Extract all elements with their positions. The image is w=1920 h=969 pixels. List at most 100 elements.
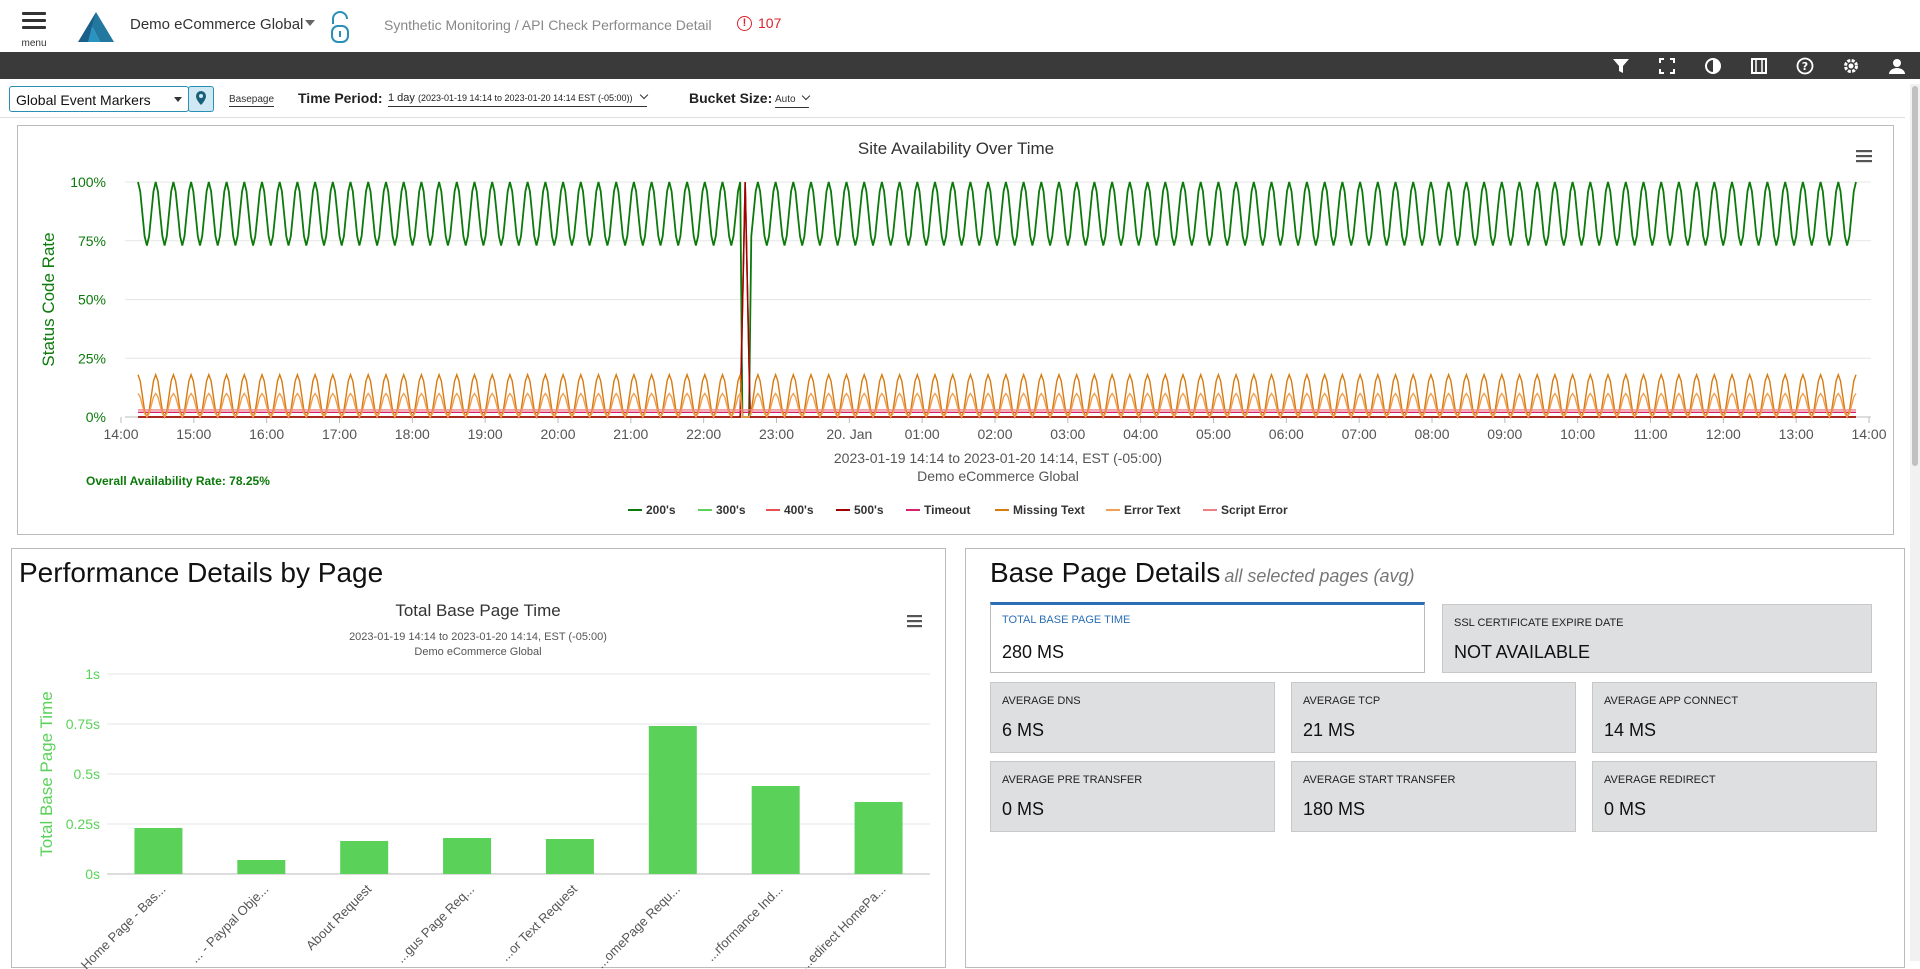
card-value: 180 MS xyxy=(1303,799,1366,819)
card-average-start-transfer[interactable]: Average Start Transfer 180 MS xyxy=(1291,761,1576,832)
contrast-icon[interactable] xyxy=(1704,57,1722,75)
chevron-down-icon xyxy=(174,97,182,102)
card-average-tcp[interactable]: Average TCP 21 MS xyxy=(1291,682,1576,753)
alert-badge[interactable]: ! 107 xyxy=(737,15,781,31)
menu-button[interactable]: menu xyxy=(14,8,54,49)
time-period-select[interactable]: 1 day (2023-01-19 14:14 to 2023-01-20 14… xyxy=(388,90,648,107)
card-value: 6 MS xyxy=(1002,720,1045,740)
card-total-base-page-time[interactable]: Total Base Page Time 280 MS xyxy=(990,602,1425,673)
x-tick-label: 04:00 xyxy=(1123,426,1158,442)
user-icon[interactable] xyxy=(1888,57,1906,75)
x-tick-label: 06:00 xyxy=(1269,426,1304,442)
card-ssl-expire-date[interactable]: SSL Certificate Expire Date NOT AVAILABL… xyxy=(1442,604,1872,673)
filter-icon[interactable] xyxy=(1612,57,1630,75)
y-tick-label: 0.25s xyxy=(66,816,100,832)
bar xyxy=(134,828,183,874)
card-label: SSL Certificate Expire Date xyxy=(1454,617,1624,629)
series-line xyxy=(137,181,1857,418)
chart-subtitle-site: Demo eCommerce Global xyxy=(414,646,541,658)
x-tick-label: 08:00 xyxy=(1414,426,1449,442)
x-tick-label: ...rformance Ind... xyxy=(703,882,786,965)
film-icon[interactable] xyxy=(1750,57,1768,75)
bucket-size-label: Bucket Size: xyxy=(689,90,773,106)
card-label: Average App Connect xyxy=(1604,695,1739,707)
x-tick-label: 20. Jan xyxy=(826,426,872,442)
y-tick-label: 25% xyxy=(78,350,106,366)
y-axis-label: Status Code Rate xyxy=(39,232,58,366)
chart-subtitle-site: Demo eCommerce Global xyxy=(917,468,1079,484)
scrollbar-thumb[interactable] xyxy=(1912,86,1918,466)
x-tick-label: 23:00 xyxy=(759,426,794,442)
card-average-dns[interactable]: Average DNS 6 MS xyxy=(990,682,1275,753)
x-tick-label: 14:00 xyxy=(1851,426,1886,442)
x-tick-label: 19:00 xyxy=(468,426,503,442)
page-scrollbar[interactable] xyxy=(1910,84,1920,961)
divider xyxy=(0,117,1905,118)
event-markers-select[interactable]: Global Event Markers xyxy=(9,86,189,112)
x-tick-label: 05:00 xyxy=(1196,426,1231,442)
y-tick-label: 0.75s xyxy=(66,716,100,732)
card-value: 21 MS xyxy=(1303,720,1356,740)
chart-title: Total Base Page Time xyxy=(395,601,560,620)
hamburger-icon xyxy=(907,625,922,628)
chart-subtitle: 2023-01-19 14:14 to 2023-01-20 14:14, ES… xyxy=(349,631,607,643)
x-tick-label: 20:00 xyxy=(540,426,575,442)
x-tick-label: 14:00 xyxy=(103,426,138,442)
x-tick-label: 07:00 xyxy=(1342,426,1377,442)
x-tick-label: 01:00 xyxy=(905,426,940,442)
availability-chart: Site Availability Over Time 0% 25% 50% 75% 10… xyxy=(39,139,1887,517)
card-average-pre-transfer[interactable]: Average Pre Transfer 0 MS xyxy=(990,761,1275,832)
legend-item: Error Text xyxy=(1124,503,1180,517)
bar xyxy=(854,802,903,874)
x-tick-label: 15:00 xyxy=(176,426,211,442)
bucket-size-select[interactable]: Auto xyxy=(775,91,811,108)
card-average-app-connect[interactable]: Average App Connect 14 MS xyxy=(1592,682,1877,753)
chevron-down-icon xyxy=(802,91,811,101)
event-markers-value: Global Event Markers xyxy=(16,92,151,108)
top-header: menu Demo eCommerce Global Synthetic Mon… xyxy=(0,0,1920,52)
series-line xyxy=(137,391,1857,419)
y-tick-label: 0s xyxy=(85,866,100,882)
legend-item: Script Error xyxy=(1221,503,1288,517)
legend-item: 300's xyxy=(716,503,746,517)
x-tick-label: ... - Paypal Obje... xyxy=(187,882,271,966)
bar xyxy=(237,860,286,874)
help-icon[interactable]: ? xyxy=(1796,57,1814,75)
hamburger-icon xyxy=(1856,160,1872,163)
site-name[interactable]: Demo eCommerce Global xyxy=(130,16,304,33)
x-tick-label: 21:00 xyxy=(613,426,648,442)
settings-icon[interactable] xyxy=(1842,57,1860,75)
base-details-subtitle: all selected pages (avg) xyxy=(1224,566,1415,586)
card-average-redirect[interactable]: Average Redirect 0 MS xyxy=(1592,761,1877,832)
unlock-icon[interactable] xyxy=(328,10,354,44)
performance-panel: Performance Details by Page Total Base P… xyxy=(11,548,946,969)
bar xyxy=(751,786,800,874)
card-label: Average Start Transfer xyxy=(1303,774,1456,786)
bar xyxy=(340,841,389,874)
basepage-select[interactable]: Basepage xyxy=(229,94,275,107)
y-tick-label: 0% xyxy=(86,409,106,425)
breadcrumb[interactable]: Synthetic Monitoring / API Check Perform… xyxy=(384,17,712,33)
card-label: Average Redirect xyxy=(1604,774,1716,786)
hamburger-icon xyxy=(907,620,922,623)
x-tick-label: 03:00 xyxy=(1050,426,1085,442)
base-details-title: Base Page Details all selected pages (avg… xyxy=(990,557,1414,589)
card-label: Average DNS xyxy=(1002,695,1081,707)
x-tick-label: 09:00 xyxy=(1487,426,1522,442)
bucket-size-value: Auto xyxy=(775,94,796,105)
x-tick-label: 17:00 xyxy=(322,426,357,442)
overall-availability: Overall Availability Rate: 78.25% xyxy=(86,474,270,488)
chevron-down-icon[interactable] xyxy=(305,20,315,26)
x-tick-label: 02:00 xyxy=(977,426,1012,442)
legend-item: Missing Text xyxy=(1013,503,1085,517)
hamburger-icon xyxy=(1856,150,1872,153)
map-pin-icon xyxy=(196,91,206,105)
base-details-panel: Base Page Details all selected pages (avg… xyxy=(965,548,1905,968)
alert-count: 107 xyxy=(758,15,782,31)
event-marker-button[interactable] xyxy=(188,86,214,112)
x-tick-label: 13:00 xyxy=(1779,426,1814,442)
hamburger-icon xyxy=(1856,155,1872,158)
fullscreen-icon[interactable] xyxy=(1658,57,1676,75)
legend-item: 400's xyxy=(784,503,814,517)
legend-item: 500's xyxy=(854,503,884,517)
